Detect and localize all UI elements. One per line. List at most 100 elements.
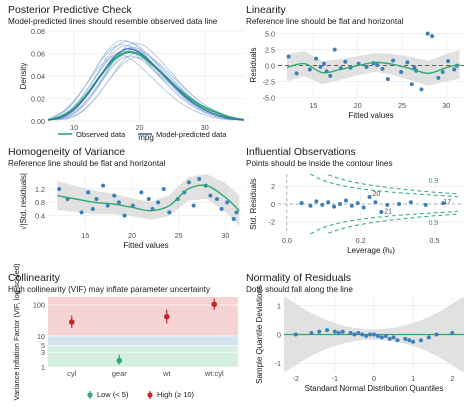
ppc-y-axis-label: Density [19, 63, 28, 90]
homogeneity-point [214, 197, 219, 201]
linearity-point [322, 61, 327, 66]
normality-point [317, 329, 322, 334]
linearity-point [399, 70, 404, 75]
ppc-x-tick-label: 20 [135, 123, 143, 132]
normality-point [375, 333, 380, 338]
homogeneity-point [86, 190, 91, 195]
linearity-x-tick-label: 30 [442, 101, 450, 110]
normality-y-axis-label: Sample Quantile Deviations [255, 285, 264, 384]
linearity-point [318, 64, 323, 69]
normality-point [411, 339, 416, 344]
linearity-point [405, 60, 410, 65]
normality-point [348, 331, 353, 336]
normality-y-tick-label: 0 [277, 330, 281, 339]
normality-point [360, 332, 365, 337]
influential-contour-label: 0.9 [429, 178, 439, 185]
homogeneity-point [90, 207, 95, 211]
influential-point [385, 202, 390, 207]
linearity-point [332, 47, 337, 52]
legend-observed-label: Observed data [76, 130, 126, 139]
influential-x-axis-label: Leverage (hᵢᵢ) [347, 246, 395, 255]
linearity-point [452, 67, 457, 72]
ppc-panel: 0.00 0.02 0.04 0.06 0.08 10 20 30 mpg Density Obse… [19, 27, 245, 142]
normality-point [293, 332, 298, 337]
influential-y-axis-label: Std. Residuals [249, 178, 258, 230]
collinearity-y-tick-label: 1 [41, 363, 45, 372]
collinearity-x-tick-label: wt:cyl [204, 369, 224, 378]
homogeneity-y-tick-label: 1.2 [35, 185, 45, 194]
influential-point [326, 200, 331, 205]
influential-point [308, 203, 313, 208]
homogeneity-x-tick-label: 25 [175, 231, 183, 240]
influential-point [338, 202, 342, 206]
collinearity-subtitle: High collinearity (VIF) may inflate para… [8, 285, 211, 294]
collinearity-y-tick-label: 3 [41, 348, 45, 357]
influential-cook-contour [328, 213, 459, 234]
normality-point [340, 329, 345, 334]
influential-point [332, 204, 337, 209]
linearity-point [412, 65, 417, 70]
collinearity-title: Collinearity [8, 272, 61, 284]
normality-point [383, 333, 388, 338]
homogeneity-x-axis-label: Fitted values [123, 241, 168, 250]
collinearity-y-axis-label: Variance Inflation Factor (VIF, log-scal… [12, 263, 21, 401]
linearity-point [436, 75, 441, 80]
influential-point [441, 201, 446, 206]
homogeneity-point [94, 197, 99, 201]
ppc-y-tick-label: 0.06 [31, 49, 45, 58]
homogeneity-point [57, 187, 62, 191]
influential-title: Influential Observations [246, 146, 356, 158]
influential-x-tick-label: 0.5 [429, 236, 439, 245]
influential-point [355, 201, 360, 206]
ppc-x-axis-label: mpg [138, 133, 154, 142]
normality-point [379, 335, 384, 340]
collinearity-y-tick-label: 10 [37, 332, 45, 341]
influential-subtitle: Points should be inside the contour line… [246, 159, 393, 168]
linearity-x-axis-label: Fitted values [348, 111, 393, 120]
ppc-subtitle: Model-predicted lines should resemble ob… [8, 17, 218, 26]
linearity-point [314, 56, 319, 61]
homogeneity-x-tick-label: 20 [128, 231, 136, 240]
homogeneity-y-tick-label: 0.8 [35, 198, 45, 207]
homogeneity-point [167, 210, 172, 215]
influential-y-tick-label: -2 [269, 217, 275, 226]
influential-point [397, 202, 402, 206]
influential-point [299, 201, 304, 206]
normality-point [426, 335, 431, 340]
normality-point [387, 336, 392, 341]
homogeneity-point [112, 193, 117, 198]
linearity-smooth-line [286, 61, 460, 75]
linearity-point [440, 70, 445, 75]
normality-point [356, 331, 361, 336]
collinearity-x-tick-label: cyl [67, 369, 77, 378]
normality-x-tick-label: 2 [450, 374, 454, 383]
linearity-point [409, 82, 414, 87]
collinearity-x-tick-label: gear [112, 369, 128, 378]
linearity-point [391, 58, 396, 63]
influential-point [408, 200, 413, 205]
ppc-x-tick-label: 10 [70, 123, 78, 132]
normality-point [364, 333, 369, 338]
homogeneity-panel: 0.4 0.8 1.2 15 20 25 30 Fitted values √|Std. res… [19, 173, 244, 250]
influential-point-label: 20 [372, 191, 380, 198]
influential-x-tick-label: 0.2 [356, 236, 366, 245]
linearity-x-tick-label: 15 [309, 101, 317, 110]
homogeneity-x-tick-label: 15 [81, 231, 89, 240]
linearity-point [419, 87, 424, 92]
homogeneity-y-tick-label: 0.4 [35, 211, 45, 220]
linearity-point [380, 66, 385, 71]
influential-contour-label: 0.9 [429, 220, 439, 227]
collinearity-point [68, 319, 75, 325]
linearity-point [286, 54, 291, 59]
collinearity-low-band [48, 345, 238, 367]
homogeneity-point [101, 183, 106, 188]
homogeneity-title: Homogeneity of Variance [8, 146, 125, 158]
linearity-point [375, 63, 380, 67]
homogeneity-point [191, 203, 196, 208]
homogeneity-point [219, 207, 224, 211]
normality-point [309, 331, 314, 336]
legend-low-key [87, 392, 93, 398]
linearity-point [328, 73, 333, 78]
